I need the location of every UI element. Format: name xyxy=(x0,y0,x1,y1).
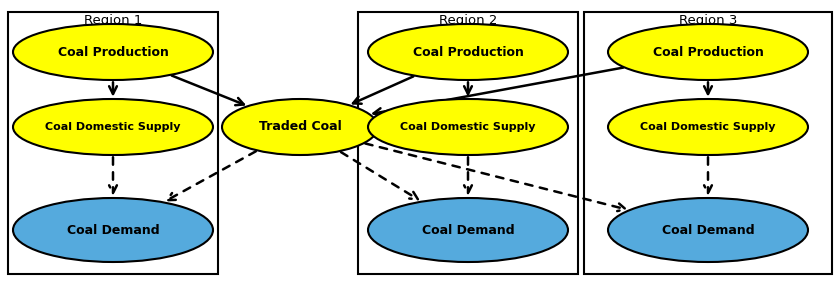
Text: Coal Demand: Coal Demand xyxy=(422,224,514,237)
Text: Region 1: Region 1 xyxy=(84,14,142,27)
FancyBboxPatch shape xyxy=(584,12,832,274)
FancyBboxPatch shape xyxy=(8,12,218,274)
Ellipse shape xyxy=(368,99,568,155)
Text: Region 2: Region 2 xyxy=(438,14,497,27)
Ellipse shape xyxy=(608,99,808,155)
Text: Coal Demand: Coal Demand xyxy=(66,224,160,237)
Ellipse shape xyxy=(608,198,808,262)
Text: Coal Domestic Supply: Coal Domestic Supply xyxy=(400,122,536,132)
Text: Coal Production: Coal Production xyxy=(412,45,523,58)
Ellipse shape xyxy=(608,24,808,80)
Ellipse shape xyxy=(13,198,213,262)
Ellipse shape xyxy=(13,99,213,155)
Text: Coal Demand: Coal Demand xyxy=(662,224,754,237)
Ellipse shape xyxy=(13,24,213,80)
Text: Coal Domestic Supply: Coal Domestic Supply xyxy=(640,122,776,132)
Ellipse shape xyxy=(368,24,568,80)
Text: Region 3: Region 3 xyxy=(679,14,738,27)
Text: Coal Production: Coal Production xyxy=(653,45,764,58)
Text: Traded Coal: Traded Coal xyxy=(259,120,341,133)
Text: Coal Production: Coal Production xyxy=(58,45,169,58)
FancyBboxPatch shape xyxy=(358,12,578,274)
Ellipse shape xyxy=(222,99,378,155)
Ellipse shape xyxy=(368,198,568,262)
Text: Coal Domestic Supply: Coal Domestic Supply xyxy=(45,122,181,132)
